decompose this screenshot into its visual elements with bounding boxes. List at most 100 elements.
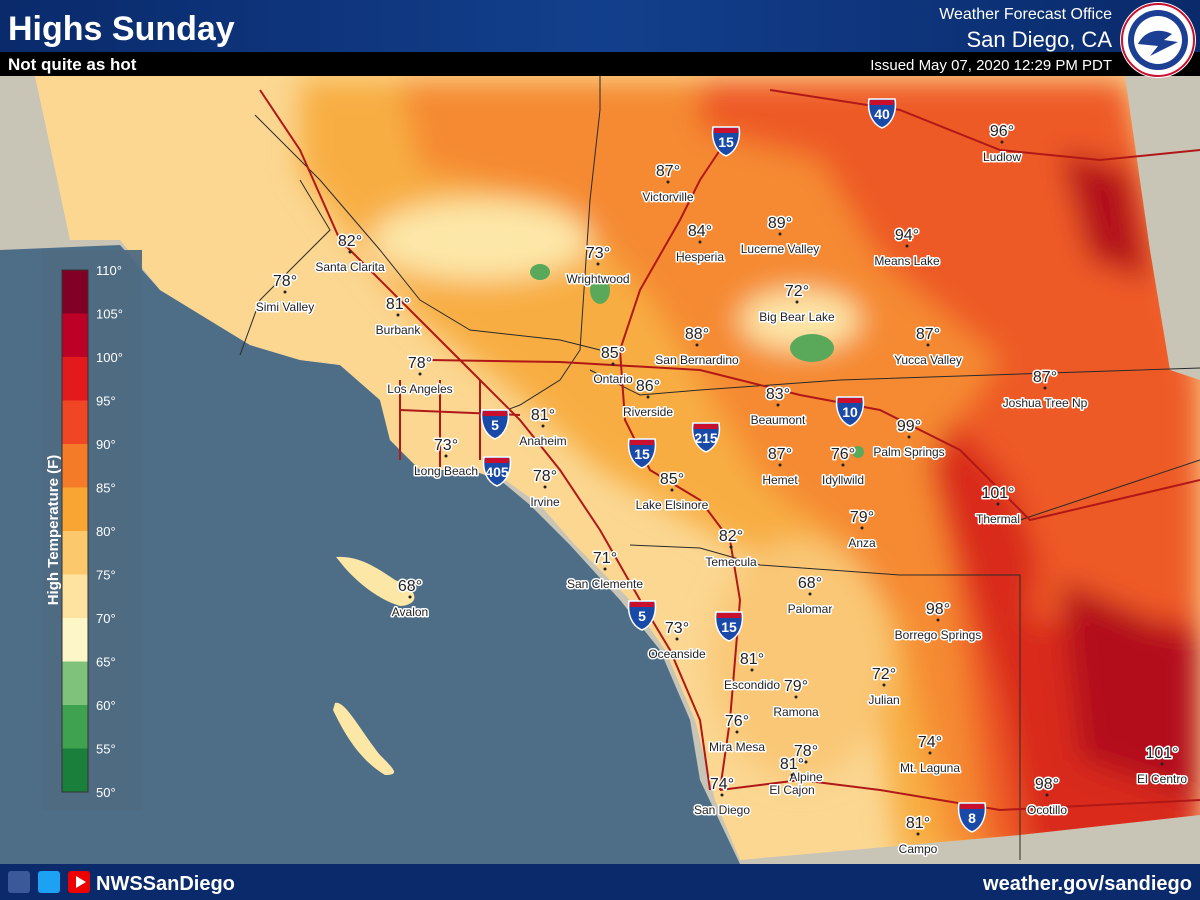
city-temp: 101° bbox=[1145, 745, 1178, 762]
city-temp: 99° bbox=[897, 418, 921, 435]
interstate-shield: 405 bbox=[482, 456, 512, 487]
website[interactable]: weather.gov/sandiego bbox=[982, 873, 1192, 895]
shield-shape bbox=[867, 98, 897, 129]
shield-band bbox=[630, 440, 654, 445]
legend-label: 95° bbox=[96, 394, 116, 409]
legend-label: 110° bbox=[96, 263, 122, 278]
city-temp: 78° bbox=[408, 355, 432, 372]
interstate-shield: 15 bbox=[711, 126, 741, 157]
shield-band bbox=[960, 804, 984, 809]
san-clemente-island bbox=[333, 702, 395, 775]
legend-swatch bbox=[62, 705, 88, 749]
facebook-icon[interactable] bbox=[8, 871, 30, 893]
city-dot bbox=[396, 313, 400, 317]
legend-swatch bbox=[62, 661, 88, 705]
legend-swatch bbox=[62, 313, 88, 357]
city: 101° Thermal bbox=[974, 484, 1021, 528]
twitter-icon[interactable] bbox=[38, 871, 60, 893]
footer-bar bbox=[0, 864, 1200, 900]
city-name: Temecula bbox=[705, 555, 757, 569]
city-name: Irvine bbox=[530, 495, 560, 509]
legend-frame bbox=[61, 269, 89, 793]
shield-shape bbox=[714, 611, 744, 642]
city-dot bbox=[778, 463, 782, 467]
city: 83° Beaumont bbox=[749, 385, 807, 429]
city-name: Alpine bbox=[789, 770, 823, 784]
city-dot bbox=[928, 751, 932, 755]
city-dot bbox=[936, 618, 940, 622]
city: 78° Alpine bbox=[788, 742, 825, 786]
city: 78° Los Angeles bbox=[386, 354, 454, 398]
city-dot bbox=[1160, 762, 1164, 766]
city: 88° San Bernardino bbox=[654, 325, 741, 369]
city-temp: 76° bbox=[725, 713, 749, 730]
city-temp: 82° bbox=[338, 233, 362, 250]
city-temp: 81° bbox=[386, 296, 410, 313]
city: 74° Mt. Laguna bbox=[898, 733, 961, 777]
interstate-label: 10 bbox=[842, 404, 858, 420]
city: 82° Temecula bbox=[704, 527, 759, 571]
interstate-shield: 15 bbox=[627, 438, 657, 469]
social-handle[interactable]: NWSSanDiego bbox=[96, 873, 235, 895]
city-dot bbox=[804, 760, 808, 764]
city-temp: 78° bbox=[273, 273, 297, 290]
interstate-label: 15 bbox=[721, 619, 737, 635]
city-name: Idyllwild bbox=[822, 473, 864, 487]
city-name: Burbank bbox=[376, 323, 422, 337]
city-dot bbox=[1045, 793, 1049, 797]
city-name: Anza bbox=[848, 536, 876, 550]
city-temp: 87° bbox=[656, 163, 680, 180]
city-name: San Bernardino bbox=[655, 353, 739, 367]
issued: Issued May 07, 2020 12:29 PM PDT bbox=[870, 57, 1112, 74]
interstate-label: 8 bbox=[968, 810, 976, 826]
nws-logo bbox=[1120, 2, 1196, 78]
city: 81° Burbank bbox=[374, 295, 423, 339]
legend-title: High Temperature (F) bbox=[45, 455, 62, 606]
city-dot bbox=[882, 683, 886, 687]
city-temp: 78° bbox=[533, 468, 557, 485]
city-dot bbox=[926, 343, 930, 347]
city-dot bbox=[698, 240, 702, 244]
city-name: Lucerne Valley bbox=[741, 242, 820, 256]
city-name: Victorville bbox=[642, 190, 693, 204]
interstate-shield: 5 bbox=[627, 600, 657, 631]
city-dot bbox=[776, 403, 780, 407]
interstate-shield: 215 bbox=[691, 422, 721, 453]
city-dot bbox=[729, 545, 733, 549]
city-name: Ontario bbox=[593, 372, 633, 386]
city-temp: 72° bbox=[785, 283, 809, 300]
city-name: San Diego bbox=[694, 803, 750, 817]
city-name: Anaheim bbox=[519, 434, 566, 448]
city-temp: 79° bbox=[784, 678, 808, 695]
legend-label: 75° bbox=[96, 568, 116, 583]
legend-swatch bbox=[62, 574, 88, 618]
city-temp: 68° bbox=[398, 578, 422, 595]
city: 68° Avalon bbox=[390, 577, 429, 621]
city: 85° Ontario bbox=[592, 344, 635, 388]
city-name: Avalon bbox=[392, 605, 428, 619]
city-name: Escondido bbox=[724, 678, 780, 692]
shield-shape bbox=[711, 126, 741, 157]
city: 98° Borrego Springs bbox=[893, 600, 983, 644]
city-temp: 76° bbox=[831, 446, 855, 463]
city: 78° Irvine bbox=[529, 467, 562, 511]
places: 154054052151015515896°Ludlow87°Victorvil… bbox=[254, 98, 1189, 858]
city: 81° Campo bbox=[897, 814, 939, 858]
city-name: Santa Clarita bbox=[315, 260, 385, 274]
shield-shape bbox=[957, 802, 987, 833]
city: 79° Ramona bbox=[772, 677, 821, 721]
shield-band bbox=[694, 424, 718, 429]
city: 94° Means Lake bbox=[873, 226, 942, 270]
legend-label: 105° bbox=[96, 307, 123, 322]
city-temp: 82° bbox=[719, 528, 743, 545]
interstate-label: 405 bbox=[485, 464, 509, 480]
shield-shape bbox=[835, 396, 865, 427]
city-dot bbox=[905, 244, 909, 248]
city: 96° Ludlow bbox=[981, 122, 1022, 166]
city-dot bbox=[646, 395, 650, 399]
shield-shape bbox=[480, 409, 510, 440]
legend-swatch bbox=[62, 357, 88, 401]
city-temp: 81° bbox=[740, 651, 764, 668]
